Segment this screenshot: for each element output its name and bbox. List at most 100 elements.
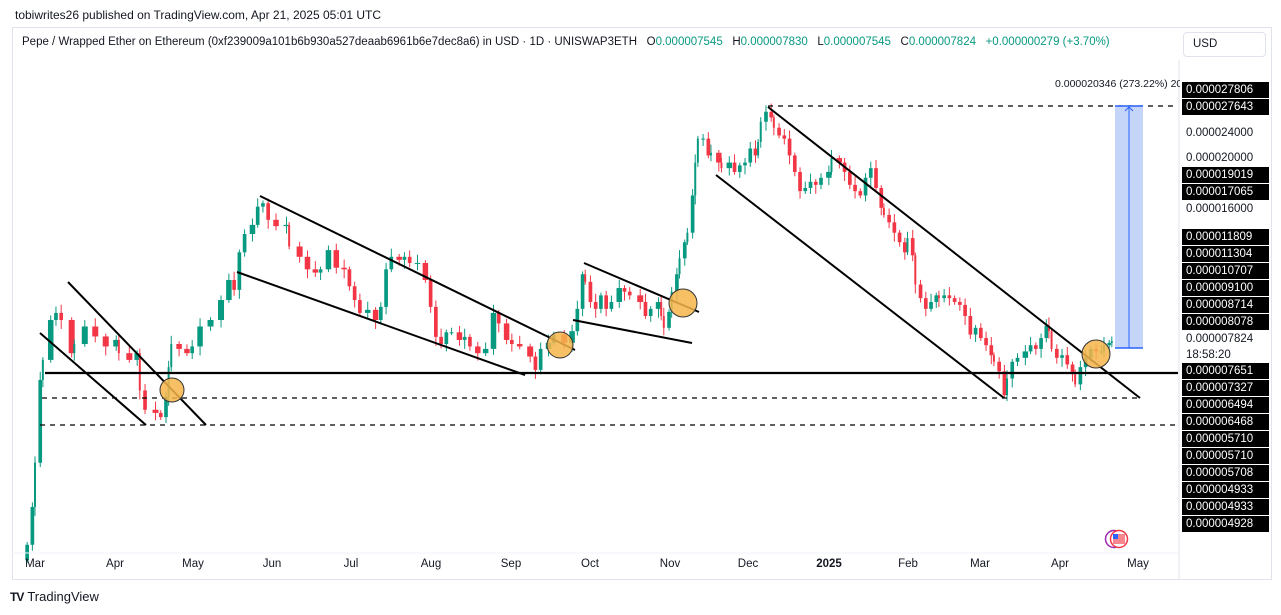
candle-down bbox=[887, 214, 891, 223]
candle-down bbox=[937, 295, 940, 299]
candle-down bbox=[1074, 374, 1077, 385]
candle-down bbox=[428, 279, 433, 307]
candle-down bbox=[622, 288, 627, 292]
candle-down bbox=[352, 286, 357, 301]
candle-down bbox=[312, 269, 319, 273]
candle-up bbox=[808, 181, 813, 188]
candle-down bbox=[882, 207, 885, 215]
high-value: 0.000007830 bbox=[740, 36, 808, 48]
candle-down bbox=[152, 409, 159, 413]
candle-up bbox=[569, 331, 575, 343]
breakout-markers bbox=[159, 288, 1111, 403]
time-axis-label: Oct bbox=[581, 558, 599, 570]
candle-up bbox=[414, 262, 421, 264]
bar-countdown: 18:58:20 bbox=[1186, 349, 1231, 361]
time-axis-label: Nov bbox=[659, 558, 681, 570]
trendline bbox=[572, 319, 693, 344]
candle-down bbox=[510, 339, 514, 345]
candle-down bbox=[503, 323, 510, 340]
price-axis-label: 0.000007651 bbox=[1182, 363, 1269, 379]
candle-down bbox=[92, 326, 99, 337]
candle-down bbox=[475, 346, 481, 354]
tradingview-logo-icon: TV bbox=[10, 589, 24, 604]
time-axis-label: Sep bbox=[500, 558, 522, 570]
candle-down bbox=[914, 255, 917, 285]
candle-down bbox=[720, 162, 723, 169]
candle-up bbox=[863, 177, 868, 196]
candle-up bbox=[134, 353, 140, 360]
candle-down bbox=[1034, 345, 1038, 349]
candle-up bbox=[449, 332, 454, 334]
candle-down bbox=[716, 152, 722, 163]
high-label: H bbox=[732, 36, 741, 48]
candle-down bbox=[126, 353, 133, 360]
measure-label: 0.000020346 (273.22%) 20 bbox=[1055, 78, 1180, 90]
time-axis-label: Mar bbox=[970, 558, 990, 570]
price-axis-label: 0.000009100 bbox=[1182, 280, 1269, 296]
close-label: C bbox=[900, 36, 909, 48]
price-axis-label: 0.000005708 bbox=[1182, 465, 1269, 481]
candle-down bbox=[1070, 364, 1075, 375]
candle-down bbox=[138, 353, 141, 391]
candle-down bbox=[627, 291, 632, 296]
us-flag-event-icon[interactable] bbox=[1104, 528, 1130, 550]
price-axis-label: 0.000027806 bbox=[1182, 82, 1269, 98]
candle-down bbox=[143, 390, 147, 410]
candle-up bbox=[678, 258, 681, 275]
candle-up bbox=[616, 288, 623, 302]
candle-down bbox=[434, 306, 438, 337]
candle-up bbox=[364, 309, 371, 313]
candle-down bbox=[660, 301, 663, 317]
candle-down bbox=[296, 246, 303, 257]
candle-down bbox=[853, 184, 857, 192]
price-axis-label: 0.000004928 bbox=[1182, 516, 1269, 532]
candle-up bbox=[737, 165, 742, 172]
candle-up bbox=[1015, 357, 1020, 362]
candle-up bbox=[743, 162, 747, 166]
breakout-circle bbox=[668, 288, 698, 318]
time-axis-label: Apr bbox=[1051, 558, 1069, 570]
candle-down bbox=[372, 309, 379, 320]
candle-up bbox=[709, 152, 712, 156]
trendline bbox=[259, 195, 576, 351]
candles-layer bbox=[25, 103, 1113, 564]
candle-up bbox=[170, 344, 173, 368]
price-axis-label: 0.000007824 bbox=[1186, 333, 1254, 345]
time-axis-label: May bbox=[1127, 558, 1149, 570]
candle-down bbox=[777, 127, 781, 136]
candle-up bbox=[242, 234, 247, 253]
candle-down bbox=[341, 267, 347, 270]
candle-down bbox=[68, 319, 75, 354]
candle-down bbox=[903, 242, 907, 253]
candle-down bbox=[1065, 355, 1070, 365]
time-axis-label: Feb bbox=[898, 558, 918, 570]
candle-down bbox=[422, 262, 429, 280]
candle-up bbox=[701, 138, 705, 140]
candle-down bbox=[643, 301, 648, 317]
candle-up bbox=[759, 121, 762, 142]
candle-down bbox=[407, 256, 412, 263]
candle-up bbox=[384, 269, 388, 307]
candle-up bbox=[826, 171, 832, 178]
candle-down bbox=[978, 327, 983, 339]
candle-up bbox=[757, 141, 760, 156]
price-axis-label: 0.000027643 bbox=[1182, 99, 1269, 115]
candle-down bbox=[396, 256, 402, 260]
candle-down bbox=[358, 300, 362, 313]
candle-down bbox=[952, 298, 957, 302]
candle-up bbox=[30, 506, 35, 545]
tradingview-logo[interactable]: TV TradingView bbox=[10, 589, 99, 604]
candle-down bbox=[879, 187, 884, 208]
candle-up bbox=[655, 301, 662, 309]
candle-up bbox=[609, 301, 614, 309]
candle-up bbox=[113, 339, 120, 347]
candle-up bbox=[255, 206, 260, 225]
candle-up bbox=[1110, 341, 1113, 343]
currency-button[interactable]: USD bbox=[1183, 32, 1266, 57]
symbol-legend: Pepe / Wrapped Ether on Ethereum (0xf239… bbox=[22, 35, 1172, 49]
candle-down bbox=[813, 181, 818, 185]
price-axis-label: 0.000005710 bbox=[1182, 431, 1269, 447]
breakout-circle bbox=[546, 331, 574, 359]
publish-info: tobiwrites26 published on TradingView.co… bbox=[15, 8, 381, 22]
